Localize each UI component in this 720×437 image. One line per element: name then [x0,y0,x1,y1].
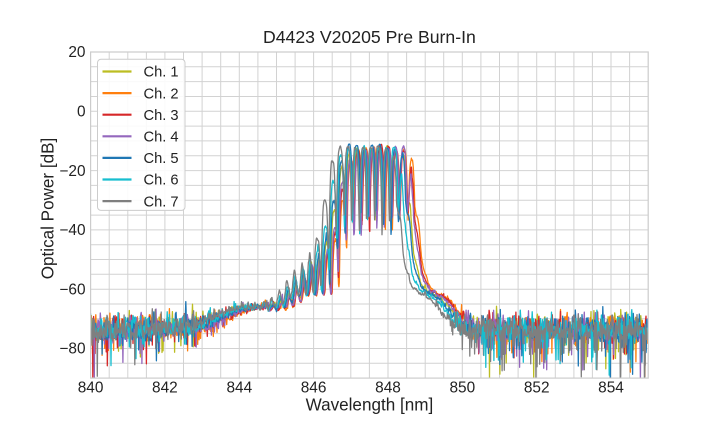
svg-text:Ch. 6: Ch. 6 [144,173,179,189]
svg-text:852: 852 [524,379,550,396]
svg-text:Wavelength [nm]: Wavelength [nm] [306,396,434,415]
svg-text:Ch. 3: Ch. 3 [144,108,179,124]
svg-text:Ch. 7: Ch. 7 [144,194,179,210]
svg-text:−40: −40 [59,222,85,239]
svg-text:854: 854 [598,379,624,396]
svg-text:844: 844 [226,379,252,396]
svg-text:−80: −80 [59,341,85,358]
svg-text:840: 840 [78,379,104,396]
svg-text:Ch. 4: Ch. 4 [144,130,179,146]
svg-text:Ch. 5: Ch. 5 [144,151,179,167]
svg-text:842: 842 [152,379,178,396]
svg-text:Optical Power [dB]: Optical Power [dB] [38,138,57,280]
svg-text:850: 850 [449,379,475,396]
svg-text:848: 848 [375,379,401,396]
svg-text:0: 0 [77,104,86,121]
svg-text:Ch. 1: Ch. 1 [144,65,179,81]
svg-text:20: 20 [68,44,85,61]
svg-text:D4423 V20205 Pre Burn-In: D4423 V20205 Pre Burn-In [263,27,476,47]
svg-text:Ch. 2: Ch. 2 [144,86,179,102]
svg-text:846: 846 [301,379,327,396]
svg-text:−20: −20 [59,163,85,180]
svg-text:−60: −60 [59,281,85,298]
